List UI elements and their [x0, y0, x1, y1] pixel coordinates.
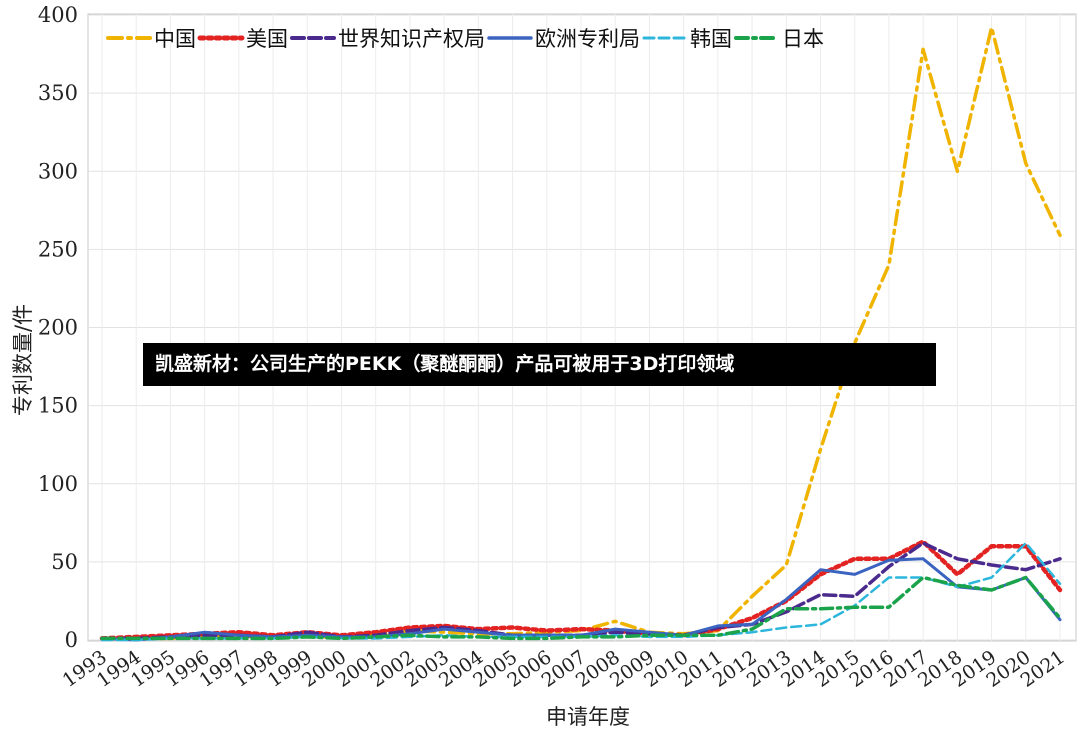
legend: 中国 美国 世界知识产权局 欧洲专利局 韩国 日本: [106, 27, 824, 51]
x-axis-title: 申请年度: [546, 705, 630, 729]
legend-label-usa: 美国: [246, 27, 288, 51]
y-tick-label-250: 250: [38, 237, 78, 261]
x-axis-ticks: 1993199419951996199719981999200020012002…: [59, 646, 1069, 692]
legend-label-wipo: 世界知识产权局: [338, 27, 485, 51]
legend-label-epo: 欧洲专利局: [535, 27, 640, 51]
y-tick-label-300: 300: [38, 159, 78, 183]
legend-label-japan: 日本: [782, 27, 824, 51]
series-line-japan: [100, 575, 1062, 641]
y-tick-label-400: 400: [38, 3, 78, 27]
series-layer: [99, 25, 1063, 642]
grid: [88, 14, 1076, 641]
y-tick-label-150: 150: [38, 394, 78, 418]
legend-label-china: 中国: [154, 27, 196, 51]
y-axis-title: 专利数量/件: [11, 304, 35, 416]
y-tick-label-350: 350: [38, 81, 78, 105]
y-tick-label-100: 100: [38, 472, 78, 496]
legend-label-korea: 韩国: [690, 27, 732, 51]
caption-banner: 凯盛新材：公司生产的PEKK（聚醚酮酮）产品可被用于3D打印领域: [143, 343, 936, 386]
y-tick-label-0: 0: [65, 628, 78, 652]
y-tick-label-50: 50: [51, 550, 78, 574]
y-axis-ticks: 0 50 100 150 200 250 300 350 400: [38, 3, 78, 652]
y-tick-label-200: 200: [38, 316, 78, 340]
series-line-usa: [99, 539, 1063, 641]
